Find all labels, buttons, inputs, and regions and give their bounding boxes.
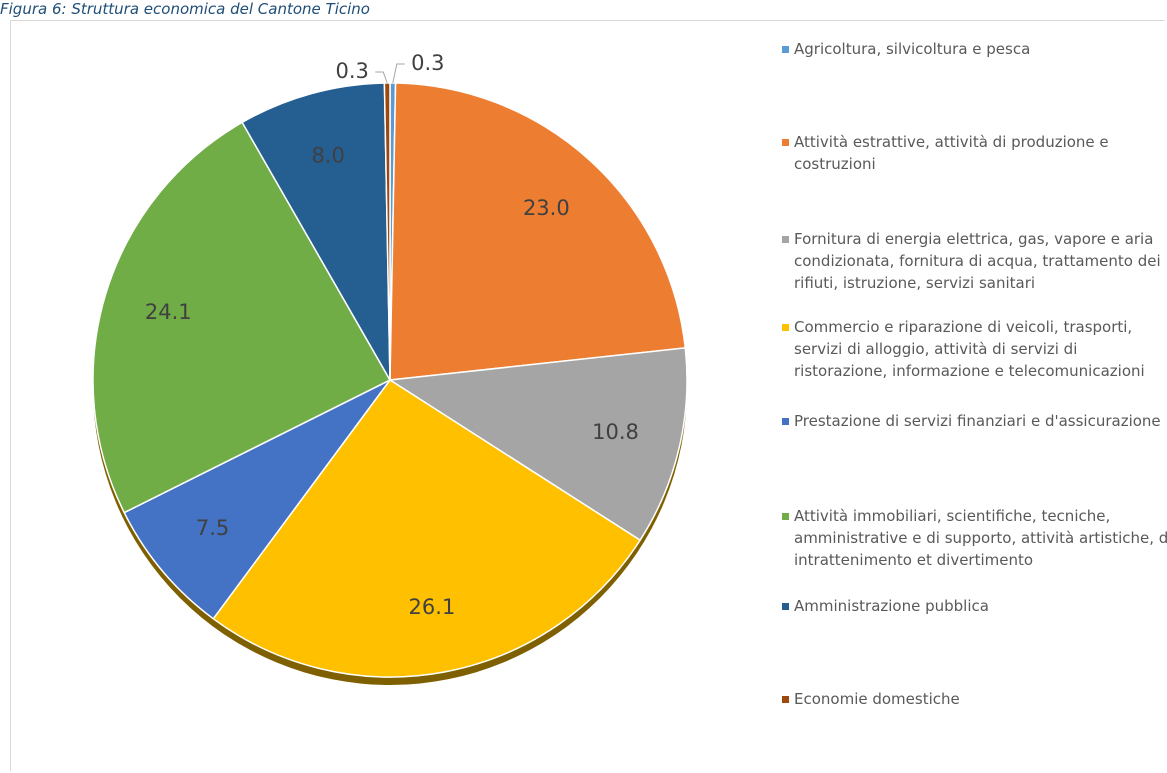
data-label: 8.0 [312, 144, 345, 168]
data-label: 26.1 [409, 595, 456, 619]
legend-swatch [782, 513, 789, 520]
legend-swatch [782, 236, 789, 243]
legend-label: Commercio e riparazione di veicoli, tras… [794, 318, 1145, 380]
legend-label: Amministrazione pubblica [794, 597, 989, 615]
data-label: 10.8 [592, 420, 639, 444]
pie-slice [241, 82, 391, 381]
legend-item: Amministrazione pubblica [780, 595, 1167, 617]
pie-slice [123, 379, 391, 620]
legend-swatch [782, 324, 789, 331]
legend-item: Economie domestiche [780, 688, 1167, 710]
legend-label: Prestazione di servizi finanziari e d'as… [794, 412, 1161, 430]
legend-label: Attività estrattive, attività di produzi… [794, 133, 1109, 173]
pie-slice [389, 82, 687, 381]
leader-line [375, 71, 388, 84]
legend-swatch [782, 603, 789, 610]
pie-slice [383, 82, 391, 381]
legend-item: Fornitura di energia elettrica, gas, vap… [780, 228, 1167, 294]
data-label: 7.5 [196, 516, 229, 540]
legend-label: Economie domestiche [794, 690, 960, 708]
legend-item: Commercio e riparazione di veicoli, tras… [780, 316, 1167, 382]
chart-title: Figura 6: Struttura economica del Canton… [0, 0, 370, 18]
legend-item: Prestazione di servizi finanziari e d'as… [780, 410, 1167, 432]
legend-label: Fornitura di energia elettrica, gas, vap… [794, 230, 1161, 292]
pie-slice [212, 378, 642, 678]
legend-swatch [782, 46, 789, 53]
legend-item: Attività estrattive, attività di produzi… [780, 131, 1167, 175]
legend-swatch [782, 418, 789, 425]
pie-slice [92, 121, 392, 514]
legend-swatch [782, 139, 789, 146]
legend-item: Attività immobiliari, scientifiche, tecn… [780, 505, 1167, 571]
leader-line [392, 63, 405, 84]
legend-label: Attività immobiliari, scientifiche, tecn… [794, 507, 1167, 569]
pie-slice [387, 347, 688, 542]
data-label: 0.3 [336, 59, 369, 83]
data-label: 0.3 [411, 51, 444, 75]
chart-frame [10, 20, 1165, 771]
legend-swatch [782, 696, 789, 703]
legend-item: Agricoltura, silvicoltura e pesca [780, 38, 1167, 60]
data-label: 23.0 [523, 196, 570, 220]
data-label: 24.1 [145, 300, 192, 324]
legend-label: Agricoltura, silvicoltura e pesca [794, 40, 1031, 58]
